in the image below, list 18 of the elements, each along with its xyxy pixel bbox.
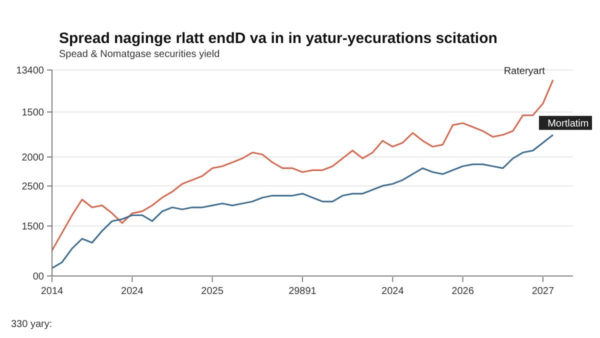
text: 13400 bbox=[16, 66, 44, 76]
text: 00 bbox=[32, 272, 44, 282]
text: 1500 bbox=[22, 222, 44, 232]
x-tick-label: 29891 bbox=[288, 286, 317, 297]
x-tick-label: 2024 bbox=[382, 286, 404, 297]
text: 1500 bbox=[22, 108, 44, 118]
series-label: Mortlatim bbox=[548, 118, 589, 130]
chart-title: Spread naginge rlatt endD va in in yatur-yecurations scitation bbox=[59, 30, 498, 47]
series-label: Rateryart bbox=[504, 66, 546, 77]
x-tick-label: 2024 bbox=[121, 286, 144, 297]
text: 2000 bbox=[22, 152, 44, 164]
x-tick-label: 2025 bbox=[201, 286, 224, 297]
text: 330 yary: bbox=[11, 319, 52, 330]
x-tick-label: 2026 bbox=[452, 286, 474, 297]
text: 2500 bbox=[22, 182, 44, 192]
chart-subtitle: Spead & Nomatgase securities yield bbox=[59, 49, 220, 60]
x-tick-label: 2027 bbox=[532, 286, 554, 297]
x-tick-label: 2014 bbox=[40, 286, 64, 297]
